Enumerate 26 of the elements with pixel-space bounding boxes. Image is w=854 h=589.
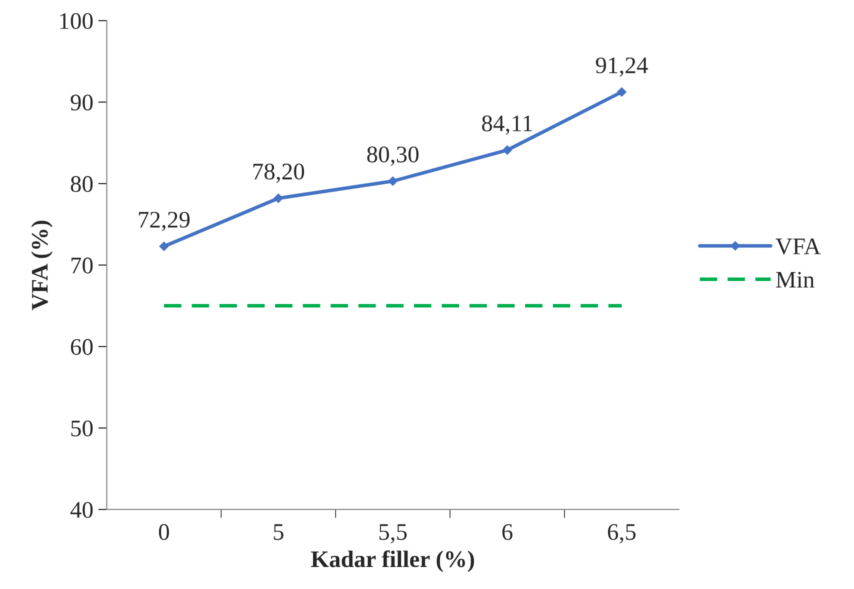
data-label: 91,24 <box>596 57 648 77</box>
y-tick-label: 40 <box>70 502 93 518</box>
y-axis-title: VFA (%) <box>31 220 53 310</box>
y-tick-label: 100 <box>60 13 93 30</box>
x-tick-label: 5 <box>274 524 284 540</box>
x-tick-label: 6,5 <box>608 524 636 544</box>
y-tick-label: 60 <box>70 339 93 355</box>
y-tick-label: 50 <box>71 420 93 436</box>
point <box>502 145 512 155</box>
x-tick-label: 6 <box>502 524 512 540</box>
point <box>617 87 626 97</box>
data-label: 84,11 <box>482 115 532 135</box>
data-label: 72,29 <box>138 212 190 232</box>
y-tick-label: 90 <box>70 94 93 111</box>
y-tick-label: 80 <box>70 176 93 192</box>
point <box>388 176 398 186</box>
legend-label: VFA <box>776 238 821 254</box>
data-label: 80,30 <box>367 146 418 166</box>
point <box>159 242 169 252</box>
legend-label: Min <box>776 272 814 288</box>
point <box>274 194 284 203</box>
x-tick-label: 0 <box>158 524 169 540</box>
x-tick-label: 5,5 <box>379 524 407 544</box>
x-axis-title: Kadar filler (%) <box>311 550 474 572</box>
y-tick-label: 70 <box>72 258 93 274</box>
data-label: 78,20 <box>253 164 304 183</box>
